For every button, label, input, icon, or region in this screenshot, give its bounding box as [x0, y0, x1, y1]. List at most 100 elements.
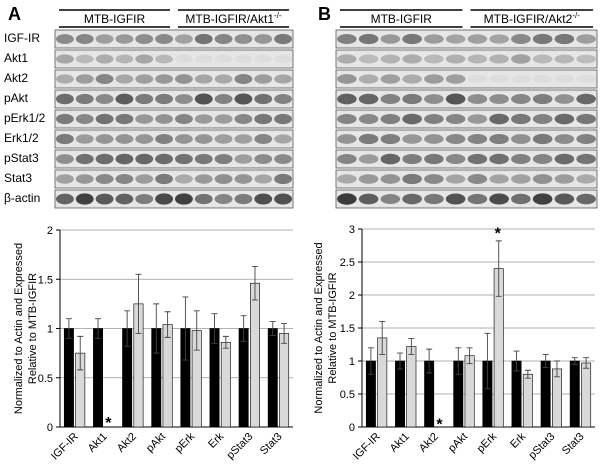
- error-bar: [269, 321, 276, 336]
- blot-band: [274, 134, 293, 144]
- blot-band: [75, 74, 94, 84]
- blot-band: [511, 34, 531, 44]
- blot-band: [358, 93, 379, 105]
- x-tick-label: IGF-IR: [49, 431, 81, 463]
- blot-band: [95, 153, 114, 165]
- blot-band: [155, 193, 174, 205]
- blot-band: [75, 174, 94, 184]
- bar: [569, 360, 580, 428]
- blot-band: [576, 193, 596, 205]
- blot-band: [274, 173, 293, 185]
- blot-band: [95, 74, 114, 84]
- blot-band: [55, 174, 74, 184]
- blot-band: [380, 153, 401, 165]
- blot-band: [511, 74, 531, 84]
- blot-band: [75, 54, 94, 64]
- blot-band: [576, 34, 596, 44]
- error-bar: [251, 265, 258, 301]
- blot-band: [214, 114, 233, 124]
- blot-band: [274, 54, 293, 64]
- blot-band: [254, 34, 273, 44]
- blot-band: [75, 134, 94, 144]
- blot-strip: [54, 169, 294, 189]
- blot-band: [576, 74, 596, 84]
- blot-band: [55, 133, 74, 145]
- blot-band: [402, 74, 422, 84]
- blot-band: [155, 133, 174, 145]
- x-tick-label: pStat3: [224, 431, 255, 462]
- blot-band: [402, 173, 422, 185]
- error-bar: [77, 335, 84, 371]
- blot-band: [467, 34, 488, 44]
- blot-band: [155, 74, 174, 84]
- blot-band: [532, 133, 553, 145]
- x-tick-label: pAkt: [144, 431, 168, 455]
- blot-band: [115, 153, 134, 165]
- blot-band: [358, 133, 379, 145]
- y-tick-label: 3: [349, 224, 355, 236]
- blot-band: [358, 114, 379, 124]
- blot-band: [424, 174, 444, 184]
- blot-band: [380, 74, 401, 84]
- row-label: Akt2: [4, 71, 28, 85]
- blot-band: [234, 93, 253, 105]
- blot-band: [194, 74, 213, 84]
- y-tick-label: 0: [349, 422, 355, 434]
- blot-band: [254, 174, 273, 184]
- error-bar: [367, 347, 374, 375]
- blot-band: [274, 113, 293, 125]
- blot-band: [467, 54, 488, 64]
- blot-band: [95, 113, 114, 125]
- blot-strip: [54, 149, 294, 169]
- blot-band: [576, 133, 596, 145]
- error-bar: [484, 332, 491, 390]
- blot-band: [55, 93, 74, 105]
- bar: [464, 355, 475, 428]
- blot-band: [489, 174, 509, 184]
- error-bar: [95, 318, 102, 339]
- blot-band: [75, 93, 94, 105]
- blot-band: [489, 153, 509, 165]
- bar: [279, 333, 290, 428]
- blot-band: [234, 114, 253, 124]
- blot-band: [214, 194, 233, 204]
- blot-strip: [335, 69, 598, 89]
- blot-strip: [54, 49, 294, 69]
- blot-band: [511, 153, 531, 165]
- error-bar: [397, 352, 404, 370]
- blot-strip: [54, 129, 294, 149]
- blot-band: [554, 174, 575, 184]
- blot-band: [380, 54, 401, 64]
- x-tick-label: Akt2: [417, 431, 441, 455]
- blot-band: [254, 93, 273, 105]
- blot-band: [337, 54, 357, 64]
- blot-band: [380, 34, 401, 44]
- row-label: IGF-IR: [4, 31, 40, 45]
- blot-band: [467, 94, 488, 104]
- x-tick-label: pAkt: [446, 431, 470, 455]
- blot-band: [511, 113, 531, 125]
- y-axis-label: Normalized to Actin and Expressed: [313, 242, 325, 413]
- blot-band: [214, 174, 233, 184]
- blot-band: [174, 153, 193, 165]
- row-label: β-actin: [4, 191, 40, 205]
- blot-band: [489, 94, 509, 104]
- x-tick-label: Stat3: [258, 431, 285, 458]
- y-tick-label: 1: [349, 356, 355, 368]
- blot-band: [214, 34, 233, 44]
- blot-band: [135, 114, 154, 124]
- blot-band: [380, 93, 401, 105]
- blot-band: [532, 113, 553, 125]
- blot-band: [254, 74, 273, 84]
- blot-band: [402, 193, 422, 205]
- blot-band: [254, 154, 273, 164]
- blot-band: [234, 134, 253, 144]
- row-label: Erk1/2: [4, 131, 39, 145]
- blot-band: [489, 113, 509, 125]
- blot-band: [234, 54, 253, 64]
- blot-band: [532, 74, 553, 84]
- y-axis-label: Relative to MTB-IGFIR: [327, 272, 339, 383]
- blot-band: [55, 74, 74, 84]
- blot-band: [489, 193, 509, 205]
- x-tick-label: pErk: [173, 430, 198, 455]
